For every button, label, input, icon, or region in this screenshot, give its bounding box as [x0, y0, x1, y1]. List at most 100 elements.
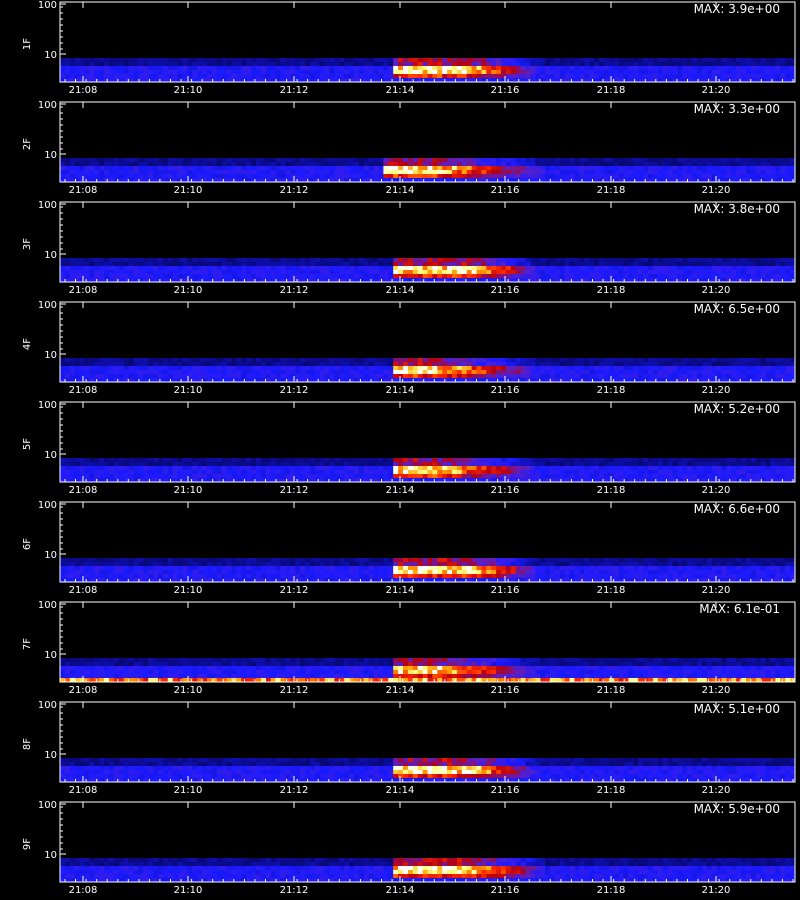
heatmap-cell: [471, 178, 477, 182]
heatmap-cell: [657, 162, 664, 166]
heatmap-cell: [535, 362, 541, 366]
heatmap-cell: [358, 158, 365, 162]
heatmap-cell: [456, 170, 463, 174]
heatmap-cell: [510, 162, 517, 166]
heatmap-cell: [501, 166, 507, 170]
channel-label: 3F: [22, 238, 33, 250]
heatmap-cell: [496, 266, 502, 270]
heatmap-cell: [162, 158, 169, 162]
heatmap-cell: [790, 166, 796, 170]
heatmap-cell: [373, 362, 379, 366]
heatmap-cell: [373, 74, 379, 78]
heatmap-cell: [69, 62, 76, 66]
heatmap-cell: [241, 374, 247, 378]
heatmap-cell: [373, 66, 379, 70]
heatmap-cell: [177, 458, 183, 462]
heatmap-cell: [290, 362, 296, 366]
heatmap-cell: [324, 258, 330, 262]
heatmap-cell: [682, 70, 688, 74]
heatmap-cell: [638, 78, 644, 82]
heatmap-cell: [706, 362, 713, 366]
heatmap-cell: [285, 358, 291, 362]
heatmap-cell: [226, 366, 232, 370]
panel-frame: [59, 201, 796, 283]
heatmap-cell: [260, 166, 267, 170]
heatmap-cell: [123, 462, 129, 466]
heatmap-cell: [339, 158, 345, 162]
heatmap-cell: [496, 462, 502, 466]
heatmap-cell: [741, 258, 747, 262]
heatmap-cell: [554, 262, 561, 266]
heatmap-cell: [638, 366, 644, 370]
heatmap-cell: [123, 70, 129, 74]
heatmap-cell: [496, 478, 502, 482]
heatmap-cell: [99, 458, 105, 462]
heatmap-cell: [564, 258, 570, 262]
heatmap-cell: [241, 358, 247, 362]
heatmap-cell: [755, 262, 762, 266]
heatmap-cell: [197, 366, 203, 370]
heatmap-cell: [456, 474, 463, 478]
heatmap-cell: [486, 178, 492, 182]
heatmap-cell: [280, 78, 286, 82]
heatmap-cell: [99, 374, 105, 378]
heatmap-cell: [211, 178, 218, 182]
heatmap-cell: [211, 458, 218, 462]
heatmap-cell: [128, 262, 134, 266]
heatmap-cell: [667, 358, 673, 362]
heatmap-cell: [677, 58, 683, 62]
heatmap-cell: [471, 262, 477, 266]
heatmap-cell: [564, 158, 570, 162]
heatmap-cell: [711, 58, 717, 62]
heatmap-cell: [687, 370, 693, 374]
heatmap-cell: [177, 374, 183, 378]
heatmap-cell: [672, 462, 678, 466]
heatmap-cell: [226, 74, 232, 78]
heatmap-cell: [138, 474, 144, 478]
heatmap-cell: [79, 66, 85, 70]
heatmap-cell: [540, 362, 546, 366]
heatmap-cell: [447, 166, 453, 170]
heatmap-cell: [491, 62, 497, 66]
heatmap-cell: [182, 178, 188, 182]
heatmap-cell: [182, 162, 188, 166]
heatmap-cell: [113, 174, 120, 178]
heatmap-cell: [437, 262, 443, 266]
heatmap-cell: [60, 478, 66, 482]
heatmap-cell: [349, 78, 355, 82]
heatmap-cell: [79, 270, 85, 274]
heatmap-cell: [89, 470, 95, 474]
heatmap-cell: [574, 366, 580, 370]
heatmap-cell: [628, 78, 634, 82]
heatmap-cell: [755, 178, 762, 182]
heatmap-cell: [211, 62, 218, 66]
heatmap-cell: [726, 162, 732, 166]
heatmap-cell: [613, 74, 619, 78]
heatmap-cell: [256, 62, 262, 66]
heatmap-cell: [427, 474, 433, 478]
heatmap-cell: [564, 62, 570, 66]
heatmap-cell: [564, 358, 570, 362]
heatmap-cell: [153, 470, 159, 474]
heatmap-cell: [182, 474, 188, 478]
heatmap-cell: [716, 158, 722, 162]
heatmap-cell: [452, 178, 458, 182]
heatmap-cell: [721, 166, 727, 170]
heatmap-cell: [486, 70, 492, 74]
heatmap-cell: [692, 374, 698, 378]
heatmap-cell: [246, 158, 252, 162]
heatmap-cell: [295, 174, 301, 178]
heatmap-cell: [295, 170, 301, 174]
heatmap-cell: [628, 74, 634, 78]
x-tick-label: 21:08: [69, 385, 98, 396]
heatmap-cell: [314, 258, 321, 262]
heatmap-cell: [726, 462, 732, 466]
heatmap-cell: [300, 474, 306, 478]
heatmap-cell: [94, 274, 100, 278]
heatmap-cell: [162, 278, 169, 282]
heatmap-cell: [64, 462, 71, 466]
heatmap-cell: [657, 362, 664, 366]
heatmap-cell: [109, 362, 115, 366]
heatmap-cell: [579, 462, 585, 466]
heatmap-cell: [746, 274, 752, 278]
